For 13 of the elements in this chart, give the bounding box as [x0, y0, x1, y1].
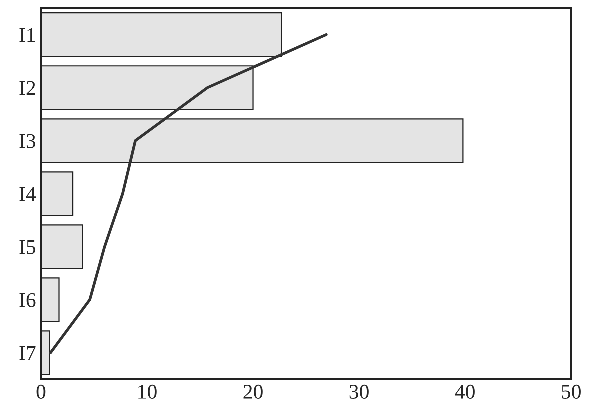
x-tick-label: 10 — [138, 384, 157, 399]
y-tick-label: I7 — [20, 346, 36, 360]
x-tick-label: 50 — [562, 384, 581, 399]
y-tick-label: I5 — [20, 240, 36, 254]
y-tick-label: I3 — [20, 134, 36, 148]
y-tick-label: I6 — [20, 293, 36, 308]
x-tick-label: 0 — [36, 384, 46, 399]
y-tick-label: I4 — [20, 187, 36, 202]
y-tick-label: I1 — [20, 28, 36, 42]
x-tick-label: 40 — [455, 384, 475, 399]
x-tick-label: 20 — [244, 384, 263, 399]
x-tick-label: 30 — [350, 384, 369, 399]
y-tick-label: I2 — [20, 81, 36, 96]
